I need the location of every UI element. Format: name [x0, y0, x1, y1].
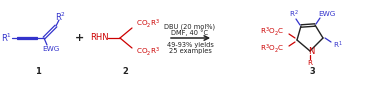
Text: R$^3$O$_2$C: R$^3$O$_2$C: [260, 26, 284, 38]
Text: 3: 3: [309, 67, 315, 76]
Text: 1: 1: [35, 67, 41, 76]
Text: R$^3$O$_2$C: R$^3$O$_2$C: [260, 43, 284, 55]
Text: 2: 2: [122, 67, 128, 76]
Text: EWG: EWG: [318, 11, 336, 17]
Text: +: +: [75, 33, 84, 43]
Text: R$^1$: R$^1$: [2, 32, 12, 44]
Text: CO$_2$R$^3$: CO$_2$R$^3$: [136, 18, 160, 30]
Text: R$^1$: R$^1$: [333, 39, 343, 51]
Text: N: N: [308, 48, 314, 57]
Text: R$^2$: R$^2$: [55, 11, 66, 23]
Text: RHN: RHN: [90, 33, 108, 42]
Text: EWG: EWG: [42, 46, 60, 52]
Text: 25 examples: 25 examples: [169, 48, 211, 54]
Text: R: R: [308, 60, 313, 66]
Text: CO$_2$R$^3$: CO$_2$R$^3$: [136, 46, 160, 58]
Text: DMF, 40 °C: DMF, 40 °C: [172, 30, 208, 36]
Text: R$^2$: R$^2$: [289, 8, 299, 20]
Text: 49-93% yields: 49-93% yields: [167, 42, 213, 48]
Text: DBU (20 mol%): DBU (20 mol%): [164, 24, 216, 30]
